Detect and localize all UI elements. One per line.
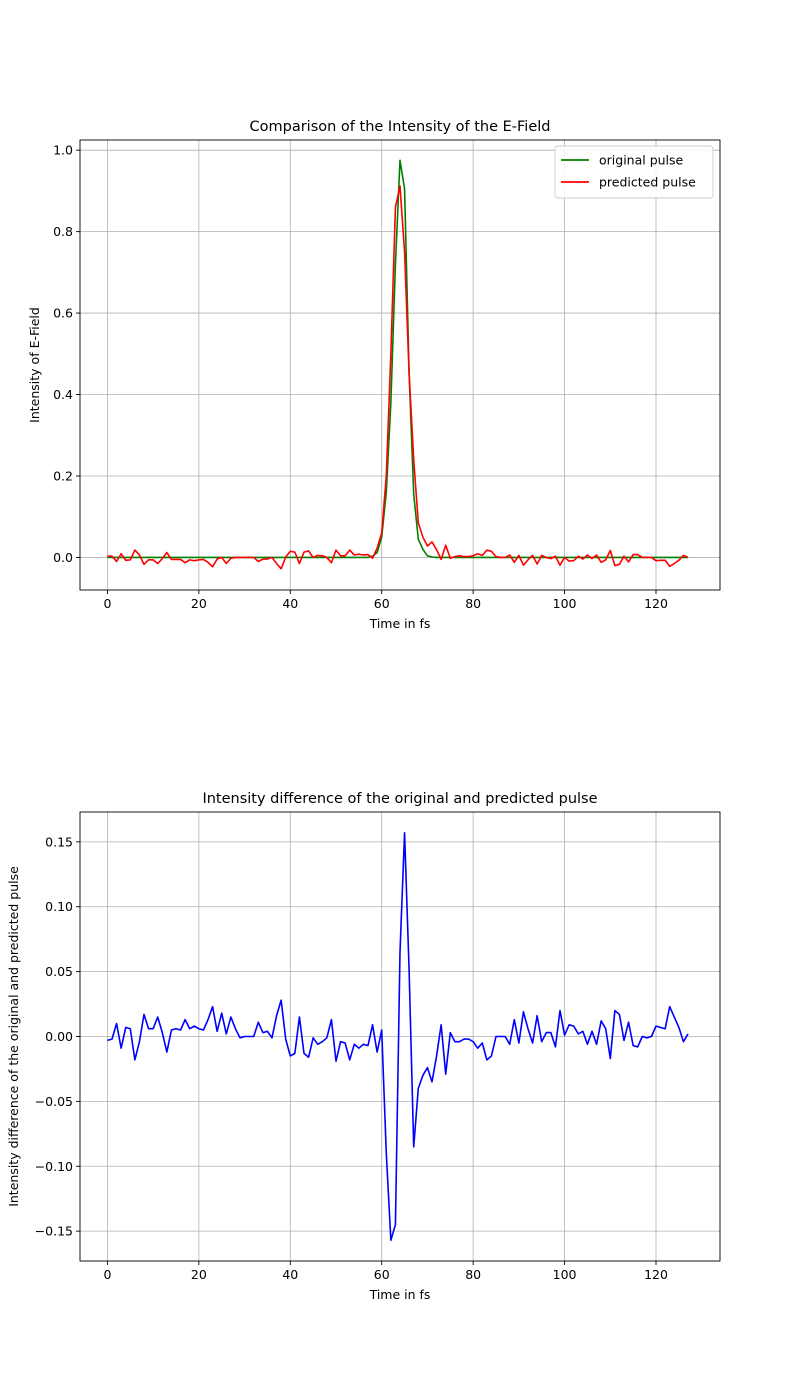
y-tick-label: 0.6 xyxy=(53,306,73,321)
x-tick-label: 0 xyxy=(103,1267,111,1282)
y-tick-label: 0.0 xyxy=(53,550,73,565)
y-tick-label: −0.10 xyxy=(35,1159,73,1174)
y-tick-label: 0.2 xyxy=(53,468,73,483)
chart-2: 0 20 40 60 80 100 120 −0.15 −0.10 −0.05 0.00 0.05 0.… xyxy=(6,791,721,1302)
x-tick-label: 120 xyxy=(644,596,668,611)
x-tick-label: 60 xyxy=(374,596,390,611)
x-axis-label: Time in fs xyxy=(369,1287,431,1302)
legend-entry: original pulse xyxy=(599,153,684,168)
x-tick-label: 100 xyxy=(553,1267,577,1282)
series-line-1 xyxy=(107,831,689,1242)
series-line-predicted-pulse xyxy=(107,185,689,570)
x-tick-label: 60 xyxy=(374,1267,390,1282)
chart-1: 0 20 40 60 80 100 120 0.0 0.2 0.4 0.6 0.8 1.0 Compari… xyxy=(27,119,721,631)
x-tick-label: 0 xyxy=(103,596,111,611)
y-tick-label: 0.05 xyxy=(45,964,73,979)
y-axis-label: Intensity difference of the original and… xyxy=(6,866,21,1207)
y-tick-label: −0.05 xyxy=(35,1094,73,1109)
x-tick-label: 20 xyxy=(191,1267,207,1282)
series-line-original-pulse xyxy=(107,159,688,559)
y-tick-label: 0.8 xyxy=(53,224,73,239)
x-axis-label: Time in fs xyxy=(369,616,431,631)
y-tick-label: 0.4 xyxy=(53,387,73,402)
x-tick-label: 80 xyxy=(465,596,481,611)
x-tick-label: 100 xyxy=(553,596,577,611)
y-tick-label: −0.15 xyxy=(35,1224,73,1239)
x-tick-label: 20 xyxy=(191,596,207,611)
axes-frame xyxy=(79,139,721,591)
y-tick-label: 1.0 xyxy=(53,143,73,158)
chart-title: Intensity difference of the original and… xyxy=(202,791,597,807)
x-tick-label: 120 xyxy=(644,1267,668,1282)
x-tick-label: 80 xyxy=(465,1267,481,1282)
legend-entry: predicted pulse xyxy=(599,175,696,190)
y-tick-label: 0.00 xyxy=(45,1029,73,1044)
x-tick-label: 40 xyxy=(282,596,298,611)
chart-title: Comparison of the Intensity of the E-Fie… xyxy=(250,119,551,135)
y-tick-label: 0.15 xyxy=(45,834,73,849)
y-tick-label: 0.10 xyxy=(45,899,73,914)
legend-frame xyxy=(554,145,714,199)
y-axis-label: Intensity of E-Field xyxy=(27,307,42,423)
legend: original pulse predicted pulse xyxy=(554,145,714,199)
x-tick-label: 40 xyxy=(282,1267,298,1282)
